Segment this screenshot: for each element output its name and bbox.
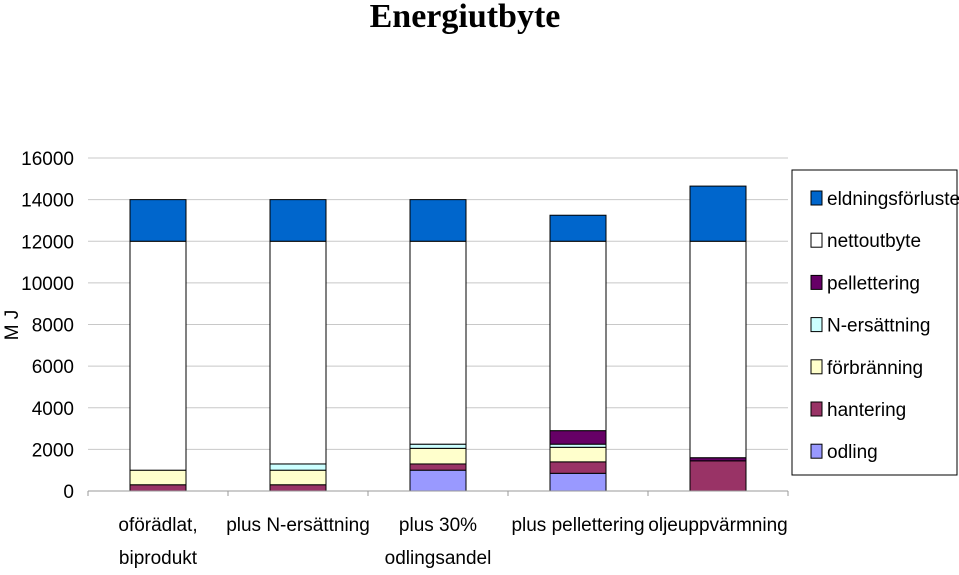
legend-label: eldningsförluster xyxy=(827,189,959,210)
y-tick-label: 0 xyxy=(63,482,74,503)
y-tick-label: 2000 xyxy=(32,440,74,461)
bar-segment-nettoutbyte xyxy=(269,240,327,465)
y-tick-label: 14000 xyxy=(21,191,74,212)
axis-layer: 0 2000 4000 6000 8000 10000 12000 14000 16000 ofö… xyxy=(21,149,789,569)
bar-segment-nettoutbyte xyxy=(689,240,747,459)
bar-segment-förbränning xyxy=(549,446,607,463)
y-tick-label: 4000 xyxy=(32,399,74,420)
legend-swatch-odling xyxy=(810,443,823,459)
x-category-label: plus 30% odlingsandel xyxy=(385,515,492,569)
legend-label: nettoutbyte xyxy=(827,231,921,252)
bar-segment-eldningsförluster xyxy=(409,199,467,242)
bar-segment-eldningsförluster xyxy=(689,185,747,242)
bar-segment-hantering xyxy=(409,463,467,471)
chart-title: Energiutbyte xyxy=(370,0,561,35)
legend-swatch-N-ersättning xyxy=(810,317,823,333)
bar-segment-N-ersättning xyxy=(269,463,327,471)
legend-swatch-eldningsförluster xyxy=(810,190,823,206)
x-category-label: oljeuppvärmning xyxy=(648,515,787,536)
x-category-label: oförädlat, biprodukt xyxy=(118,515,197,569)
bar-segment-hantering xyxy=(269,484,327,492)
legend-swatch-hantering xyxy=(810,401,823,417)
bar-segment-pellettering xyxy=(549,430,607,445)
legend-swatch-pellettering xyxy=(810,274,823,290)
bar-segment-nettoutbyte xyxy=(409,240,467,445)
legend: eldningsförluster nettoutbyte pellettering… xyxy=(791,169,959,476)
bar-segment-nettoutbyte xyxy=(549,240,607,432)
x-category-label: plus N-ersättning xyxy=(226,515,370,536)
y-tick-label: 10000 xyxy=(21,274,74,295)
y-tick-label: 12000 xyxy=(21,232,74,253)
bar-segment-hantering xyxy=(549,461,607,474)
bar-segment-eldningsförluster xyxy=(549,214,607,242)
bar-segment-hantering xyxy=(689,460,747,492)
bar-segment-hantering xyxy=(129,484,187,492)
legend-swatch-förbränning xyxy=(810,359,823,375)
y-tick-label: 16000 xyxy=(21,149,74,170)
legend-label: N-ersättning xyxy=(827,316,931,337)
x-category-label: plus pellettering xyxy=(511,515,644,536)
legend-label: hantering xyxy=(827,400,906,421)
bar-segment-förbränning xyxy=(129,469,187,486)
legend-swatch-nettoutbyte xyxy=(810,232,823,248)
y-tick-label: 6000 xyxy=(32,357,74,378)
y-tick-label: 8000 xyxy=(32,316,74,337)
bar-segment-N-ersättning xyxy=(409,443,467,449)
bar-segment-eldningsförluster xyxy=(129,199,187,242)
bar-segment-förbränning xyxy=(409,447,467,465)
legend-label: odling xyxy=(827,442,878,463)
bars-layer xyxy=(129,185,747,492)
bar-segment-odling xyxy=(409,469,467,492)
bar-segment-nettoutbyte xyxy=(129,240,187,471)
y-axis-label: M J xyxy=(2,310,23,341)
bar-segment-odling xyxy=(549,472,607,492)
legend-label: pellettering xyxy=(827,273,920,294)
legend-label: förbränning xyxy=(827,358,923,379)
bar-segment-eldningsförluster xyxy=(269,199,327,242)
bar-segment-förbränning xyxy=(269,469,327,486)
